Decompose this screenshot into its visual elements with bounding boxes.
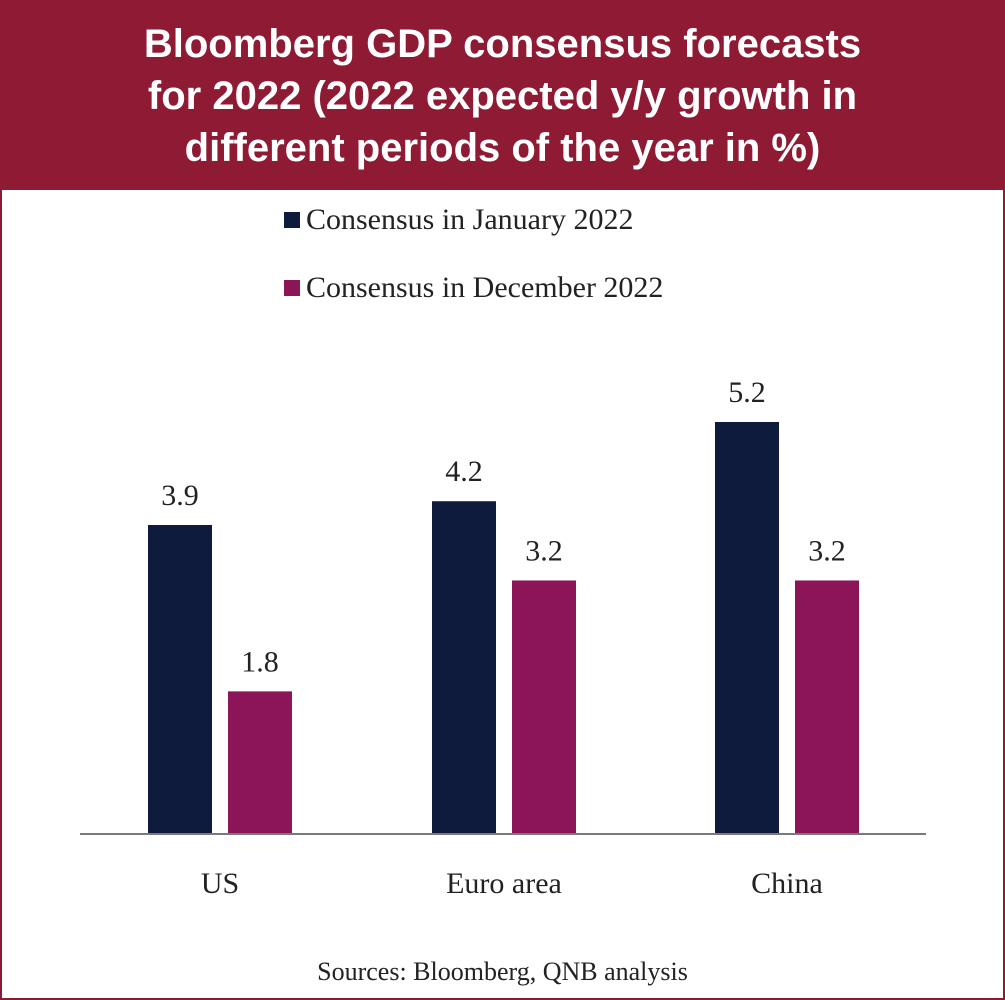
data-label-china-december: 3.2 — [808, 534, 846, 567]
bar-euro-area-december — [512, 580, 576, 834]
bar-china-december — [795, 580, 859, 834]
bar-euro-area-january — [432, 501, 496, 834]
legend-swatch-january — [284, 212, 300, 228]
legend-label-december: Consensus in December 2022 — [306, 271, 664, 304]
category-label-china: China — [751, 867, 823, 900]
legend-item-january: Consensus in January 2022 — [284, 202, 663, 238]
data-label-china-january: 5.2 — [728, 376, 766, 409]
legend-swatch-december — [284, 280, 300, 296]
category-label-us: US — [201, 867, 239, 900]
title-line-2: for 2022 (2022 expected y/y growth in — [147, 74, 858, 118]
data-label-us-january: 3.9 — [161, 479, 199, 512]
data-label-us-december: 1.8 — [241, 645, 279, 678]
title-line-1: Bloomberg GDP consensus forecasts — [143, 22, 862, 66]
category-label-euro-area: Euro area — [446, 867, 562, 900]
legend-item-december: Consensus in December 2022 — [284, 270, 663, 306]
chart-header: Bloomberg GDP consensus forecasts for 20… — [2, 2, 1003, 190]
chart-legend: Consensus in January 2022 Consensus in D… — [284, 202, 663, 338]
chart-source: Sources: Bloomberg, QNB analysis — [317, 957, 688, 986]
data-label-euro-area-january: 4.2 — [445, 455, 483, 488]
data-label-euro-area-december: 3.2 — [525, 534, 563, 567]
title-line-3: different periods of the year in %) — [184, 126, 821, 170]
legend-label-january: Consensus in January 2022 — [306, 203, 634, 236]
bar-us-january — [148, 525, 212, 834]
bar-us-december — [228, 691, 292, 834]
bar-china-january — [715, 422, 779, 834]
